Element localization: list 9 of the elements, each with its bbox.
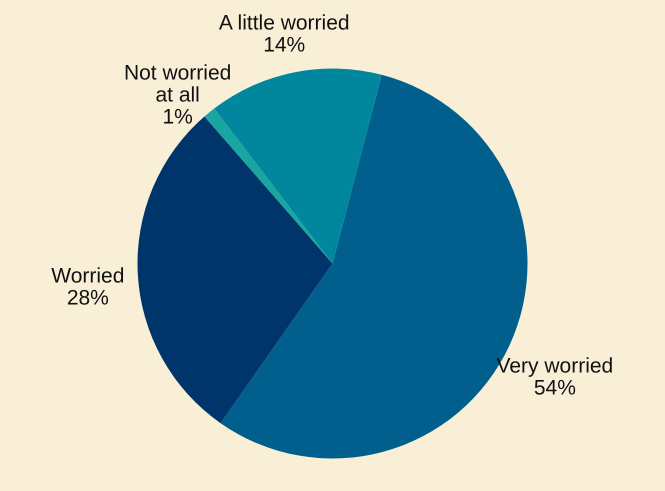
slice-label: Not worried at all	[124, 62, 232, 107]
data-label: 14%	[263, 33, 306, 56]
slice-label: Very worried	[496, 354, 614, 378]
data-label: 54%	[534, 376, 576, 400]
data-label: 1%	[162, 106, 193, 129]
slice-label: Worried	[51, 264, 124, 288]
slice-label: A little worried	[218, 11, 350, 34]
pie-slice	[204, 108, 332, 264]
data-label: 28%	[66, 286, 109, 310]
